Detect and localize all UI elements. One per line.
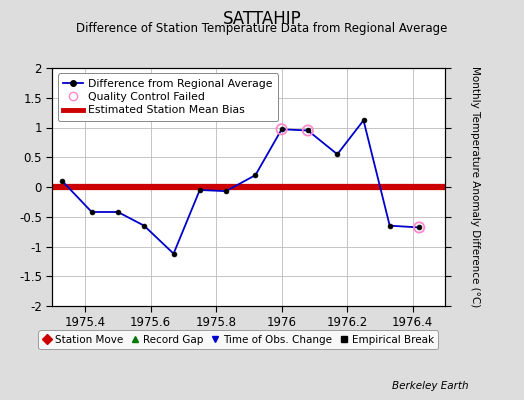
- Text: SATTAHIP: SATTAHIP: [223, 10, 301, 28]
- Legend: Difference from Regional Average, Quality Control Failed, Estimated Station Mean: Difference from Regional Average, Qualit…: [58, 74, 278, 121]
- Point: [278, 126, 286, 132]
- Text: Difference of Station Temperature Data from Regional Average: Difference of Station Temperature Data f…: [77, 22, 447, 35]
- Y-axis label: Monthly Temperature Anomaly Difference (°C): Monthly Temperature Anomaly Difference (…: [470, 66, 479, 308]
- Point: [415, 224, 423, 231]
- Point: [303, 127, 312, 134]
- Text: Berkeley Earth: Berkeley Earth: [392, 381, 469, 391]
- Legend: Station Move, Record Gap, Time of Obs. Change, Empirical Break: Station Move, Record Gap, Time of Obs. C…: [38, 330, 439, 349]
